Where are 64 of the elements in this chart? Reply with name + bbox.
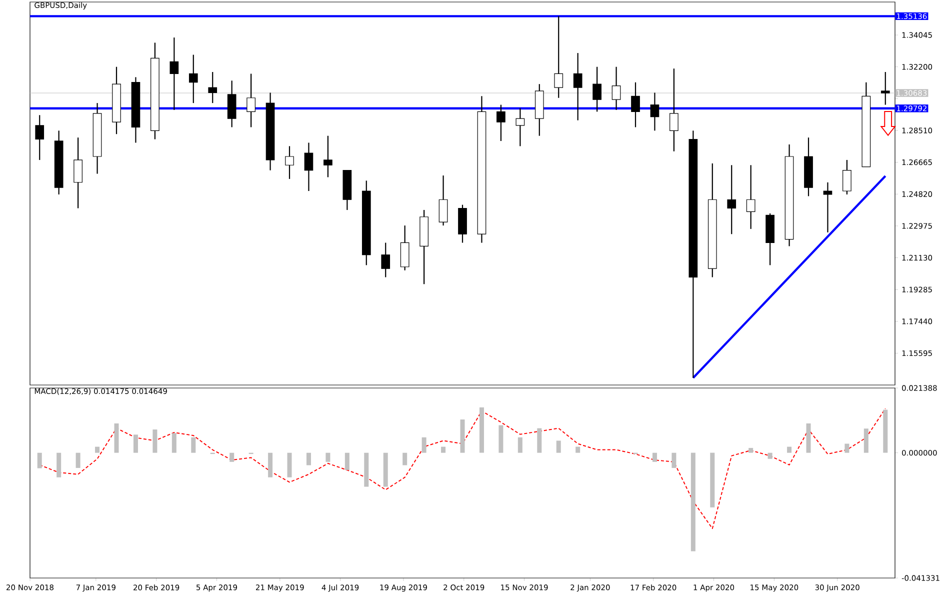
bar — [710, 452, 715, 508]
candlestick — [670, 68, 678, 152]
candlestick — [304, 142, 314, 192]
candlestick — [381, 242, 390, 278]
bar — [537, 428, 542, 453]
candlestick — [592, 66, 602, 112]
candlestick — [650, 92, 660, 132]
bar — [76, 452, 80, 468]
bar — [556, 440, 561, 453]
bar — [268, 452, 273, 478]
candlestick — [74, 136, 82, 209]
bar — [748, 448, 754, 453]
bar — [114, 423, 119, 453]
bar — [326, 452, 330, 462]
bar — [422, 437, 426, 453]
candlestick — [438, 174, 448, 226]
bar — [306, 452, 311, 466]
candlestick — [324, 135, 332, 178]
bar — [576, 446, 580, 453]
candlestick — [554, 16, 564, 98]
bar — [344, 452, 350, 470]
bar — [402, 452, 408, 466]
candlestick — [573, 52, 582, 121]
bar — [364, 452, 369, 487]
bar — [460, 419, 465, 453]
bar — [95, 446, 100, 453]
candlestick — [631, 82, 640, 128]
bar — [844, 444, 850, 453]
bar — [498, 425, 504, 453]
bar — [690, 452, 696, 552]
bar — [441, 446, 446, 453]
bar — [383, 452, 388, 487]
bar — [230, 452, 234, 462]
candlestick — [823, 182, 832, 233]
bar — [652, 452, 657, 462]
line-series — [39, 408, 886, 530]
bar — [133, 434, 138, 453]
bar — [883, 410, 888, 453]
bar — [787, 446, 792, 453]
bar — [287, 452, 292, 478]
candlestick — [612, 66, 621, 110]
candlestick — [880, 71, 890, 106]
candlestick — [496, 104, 506, 142]
candlestick — [727, 164, 736, 235]
bar — [768, 452, 772, 459]
candlestick — [188, 54, 198, 104]
candlestick — [208, 71, 218, 104]
bar — [864, 428, 868, 453]
candlestick — [842, 159, 852, 195]
bar — [191, 437, 196, 453]
bar — [672, 452, 676, 468]
bar — [172, 433, 176, 453]
candlestick — [35, 114, 44, 161]
bar — [518, 437, 522, 453]
bar — [152, 429, 158, 453]
candlestick — [285, 146, 294, 180]
candlestick — [516, 108, 525, 147]
candlestick — [170, 36, 179, 110]
bar — [479, 407, 484, 453]
bar — [806, 423, 811, 453]
candlestick — [746, 164, 756, 230]
candlestick — [246, 73, 256, 128]
bar — [37, 452, 42, 468]
bar — [56, 452, 62, 478]
